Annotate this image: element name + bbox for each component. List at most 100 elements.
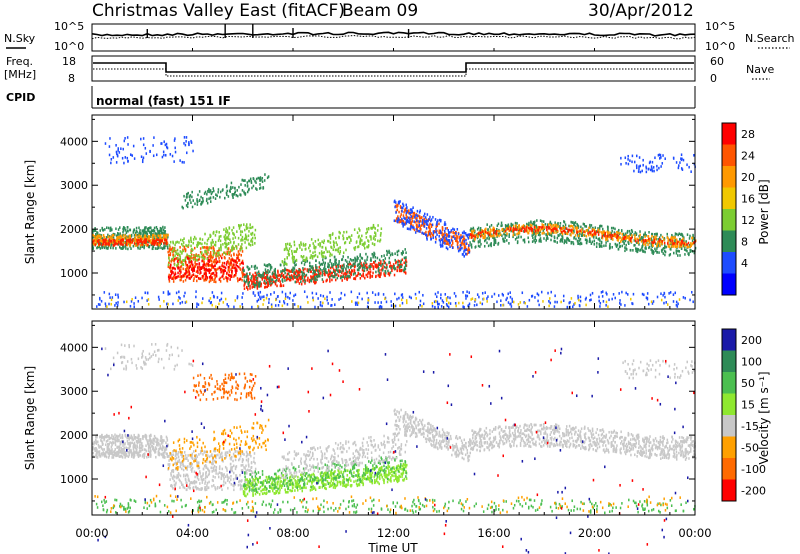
- echo-cell: [208, 275, 211, 279]
- echo-cell: [303, 258, 305, 262]
- echo-cell: [658, 236, 661, 239]
- echo-cell: [398, 200, 400, 204]
- echo-cell: [543, 237, 545, 240]
- echo-cell: [319, 303, 322, 307]
- echo-cell: [658, 243, 660, 247]
- echo-cell: [660, 249, 663, 252]
- echo-cell: [684, 253, 686, 256]
- echo-cell: [502, 293, 504, 297]
- echo-cell: [231, 266, 233, 269]
- echo-cell: [428, 218, 430, 221]
- echo-cell: [130, 234, 133, 238]
- echo-cell: [241, 178, 244, 182]
- echo-cell: [557, 225, 560, 228]
- echo-cell: [443, 237, 445, 240]
- echo-cell: [399, 261, 402, 264]
- echo-cell: [416, 223, 418, 227]
- echo-cell: [463, 247, 466, 250]
- echo-cell: [122, 227, 124, 231]
- echo-cell: [559, 222, 562, 225]
- echo-cell: [356, 255, 359, 259]
- echo-cell: [143, 231, 146, 234]
- echo-cell: [530, 220, 532, 224]
- echo-cell: [218, 247, 220, 250]
- echo-cell: [532, 221, 535, 224]
- echo-cell: [227, 268, 230, 272]
- echo-cell: [331, 264, 333, 268]
- echo-cell: [328, 276, 331, 279]
- echo-cell: [316, 255, 319, 259]
- echo-cell: [489, 234, 492, 238]
- echo-cell: [571, 221, 574, 224]
- echo-cell: [383, 273, 386, 277]
- echo-cell: [681, 157, 683, 161]
- echo-cell: [405, 219, 408, 223]
- echo-cell: [217, 188, 220, 191]
- echo-cell: [677, 240, 679, 244]
- echo-cell: [639, 230, 641, 233]
- echo-cell: [665, 301, 667, 304]
- echo-cell: [450, 229, 453, 232]
- echo-cell: [284, 292, 287, 296]
- echo-cell: [682, 158, 685, 162]
- echo-cell: [361, 268, 364, 272]
- echo-cell: [592, 236, 595, 239]
- echo-cell: [553, 227, 555, 230]
- echo-cell: [562, 299, 565, 302]
- echo-cell: [306, 268, 309, 271]
- echo-cell: [645, 234, 647, 237]
- echo-cell: [390, 300, 392, 303]
- echo-cell: [173, 266, 175, 270]
- echo-cell: [103, 236, 106, 239]
- echo-cell: [198, 199, 201, 203]
- echo-cell: [339, 297, 342, 300]
- echo-cell: [117, 147, 120, 150]
- echo-cell: [408, 216, 410, 220]
- echo-cell: [577, 294, 579, 298]
- echo-cell: [607, 232, 609, 236]
- echo-cell: [228, 265, 230, 269]
- echo-cell: [168, 249, 171, 253]
- echo-cell: [369, 265, 372, 269]
- echo-cell: [669, 238, 671, 242]
- echo-cell: [381, 267, 383, 271]
- echo-cell: [458, 235, 460, 239]
- echo-cell: [564, 226, 567, 230]
- echo-cell: [438, 238, 441, 242]
- echo-cell: [208, 255, 210, 258]
- echo-cell: [283, 258, 286, 261]
- echo-cell: [407, 220, 409, 223]
- echo-cell: [162, 246, 165, 249]
- echo-cell: [352, 258, 355, 262]
- echo-cell: [160, 236, 162, 240]
- echo-cell: [229, 238, 231, 242]
- echo-cell: [162, 150, 165, 154]
- echo-cell: [625, 161, 627, 165]
- echo-cell: [272, 280, 275, 283]
- echo-cell: [526, 230, 528, 233]
- echo-cell: [261, 180, 264, 183]
- echo-cell: [404, 222, 406, 226]
- echo-cell: [446, 242, 449, 246]
- echo-cell: [256, 276, 259, 280]
- echo-cell: [401, 217, 403, 221]
- echo-cell: [324, 270, 326, 274]
- echo-cell: [541, 225, 544, 229]
- echo-cell: [497, 229, 499, 233]
- echo-cell: [642, 158, 644, 162]
- echo-cell: [471, 232, 473, 235]
- echo-cell: [380, 272, 382, 275]
- echo-cell: [664, 244, 666, 248]
- echo-cell: [146, 227, 149, 231]
- echo-cell: [255, 273, 258, 277]
- echo-cell: [196, 243, 198, 247]
- echo-cell: [401, 263, 403, 267]
- echo-cell: [113, 233, 116, 236]
- echo-cell: [508, 225, 511, 229]
- echo-cell: [357, 272, 360, 276]
- echo-cell: [579, 229, 581, 232]
- echo-cell: [530, 225, 532, 229]
- echo-cell: [537, 293, 540, 297]
- echo-cell: [133, 242, 136, 245]
- echo-cell: [451, 244, 453, 247]
